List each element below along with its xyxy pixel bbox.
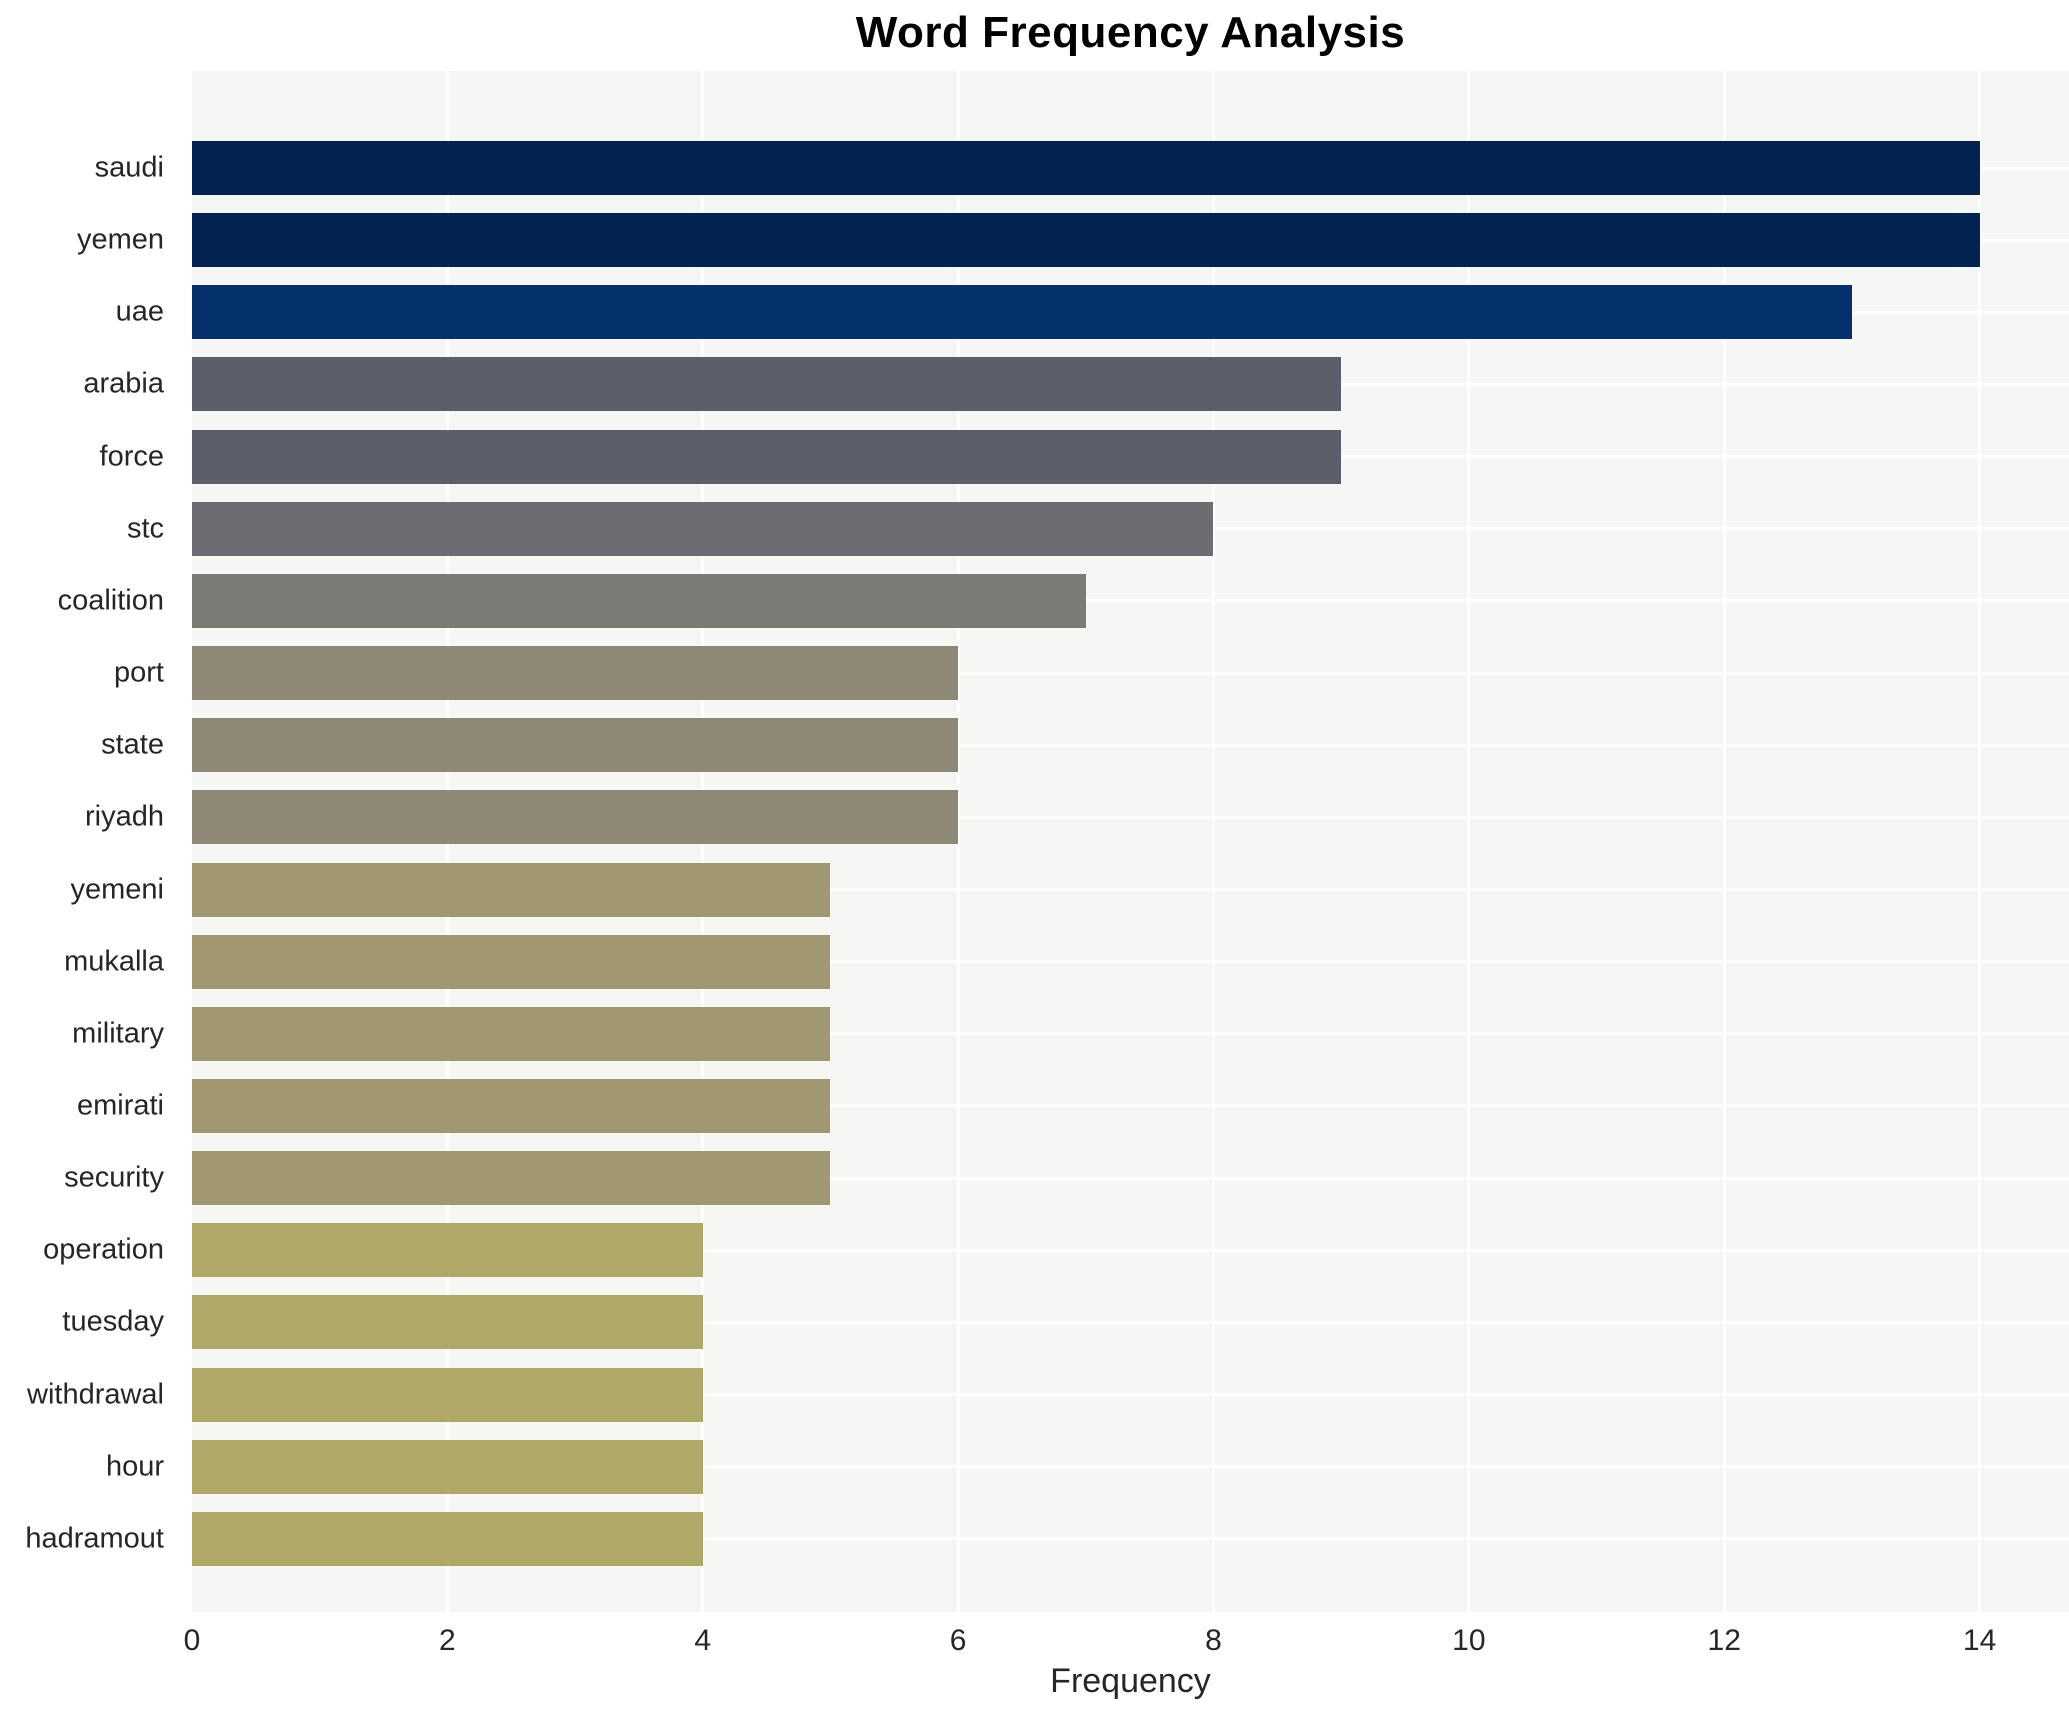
y-axis-label-coalition: coalition [57, 584, 164, 617]
y-axis-label-stc: stc [126, 512, 164, 545]
plot-area [192, 71, 2069, 1612]
x-tick-label: 12 [1707, 1624, 1741, 1657]
gridline-x [1722, 71, 1726, 1612]
bar-hadramout [192, 1511, 703, 1566]
y-axis-label-withdrawal: withdrawal [27, 1378, 164, 1411]
bar-saudi [192, 141, 1980, 195]
gridline-y [192, 671, 2069, 675]
bar-hour [192, 1439, 703, 1494]
bar-yemeni [192, 862, 831, 917]
bar-operation [192, 1223, 703, 1278]
x-axis-title: Frequency [1050, 1662, 1211, 1700]
x-tick-label: 0 [183, 1624, 201, 1657]
y-axis-label-hadramout: hadramout [25, 1522, 164, 1555]
y-axis-label-operation: operation [43, 1233, 164, 1266]
gridline-y [192, 888, 2069, 891]
y-axis: saudi yemen uae arabia force stc coalition port… [0, 71, 178, 1612]
bar-state [192, 718, 959, 773]
bar-withdrawal [192, 1367, 703, 1422]
bar-emirati [192, 1078, 831, 1133]
gridline-y [192, 1465, 2069, 1469]
y-axis-label-port: port [114, 656, 164, 689]
y-axis-label-tuesday: tuesday [62, 1305, 164, 1338]
bar-mukalla [192, 934, 831, 989]
gridline-y [192, 1393, 2069, 1397]
gridline-y [192, 1537, 2069, 1541]
x-tick-label: 4 [694, 1624, 712, 1657]
gridline-y [192, 1320, 2069, 1324]
gridline-x [956, 71, 960, 1612]
y-axis-label-hour: hour [105, 1450, 164, 1483]
bar-arabia [192, 357, 1342, 412]
y-axis-label-security: security [64, 1161, 164, 1194]
bar-military [192, 1006, 831, 1061]
y-axis-label-yemeni: yemeni [70, 873, 165, 905]
gridline-x [1467, 71, 1471, 1612]
gridline-y [192, 1104, 2069, 1108]
bar-uae [192, 285, 1852, 340]
y-axis-label-yemen: yemen [76, 223, 164, 256]
y-axis-label-arabia: arabia [83, 367, 164, 400]
bar-force [192, 429, 1342, 484]
x-tick-label: 2 [439, 1624, 456, 1657]
x-tick-label: 10 [1452, 1624, 1486, 1657]
bar-security [192, 1151, 831, 1206]
gridline-y [192, 815, 2069, 819]
gridline-y [192, 1248, 2069, 1252]
y-axis-label-uae: uae [115, 295, 164, 328]
x-tick-label: 6 [949, 1624, 967, 1657]
y-axis-label-state: state [101, 728, 164, 761]
y-axis-label-emirati: emirati [76, 1089, 164, 1122]
gridline-y [192, 1032, 2069, 1036]
bar-tuesday [192, 1295, 703, 1350]
chart-title: Word Frequency Analysis [855, 8, 1406, 57]
gridline-x [1978, 71, 1982, 1612]
bar-yemen [192, 213, 1980, 268]
y-axis-label-force: force [99, 440, 164, 473]
x-tick-label: 8 [1205, 1624, 1222, 1657]
gridline-y [192, 599, 2069, 603]
y-axis-label-riyadh: riyadh [85, 800, 164, 833]
y-axis-label-saudi: saudi [94, 151, 164, 184]
bar-port [192, 646, 959, 701]
x-tick-label: 14 [1962, 1624, 1997, 1657]
y-axis-label-military: military [72, 1017, 164, 1050]
gridline-y [192, 1176, 2069, 1180]
gridline-y [192, 960, 2069, 964]
bar-stc [192, 501, 1214, 556]
gridline-x [1211, 71, 1215, 1612]
y-axis-label-mukalla: mukalla [64, 945, 164, 978]
gridline-y [192, 743, 2069, 747]
bar-coalition [192, 573, 1086, 628]
bar-riyadh [192, 790, 959, 845]
